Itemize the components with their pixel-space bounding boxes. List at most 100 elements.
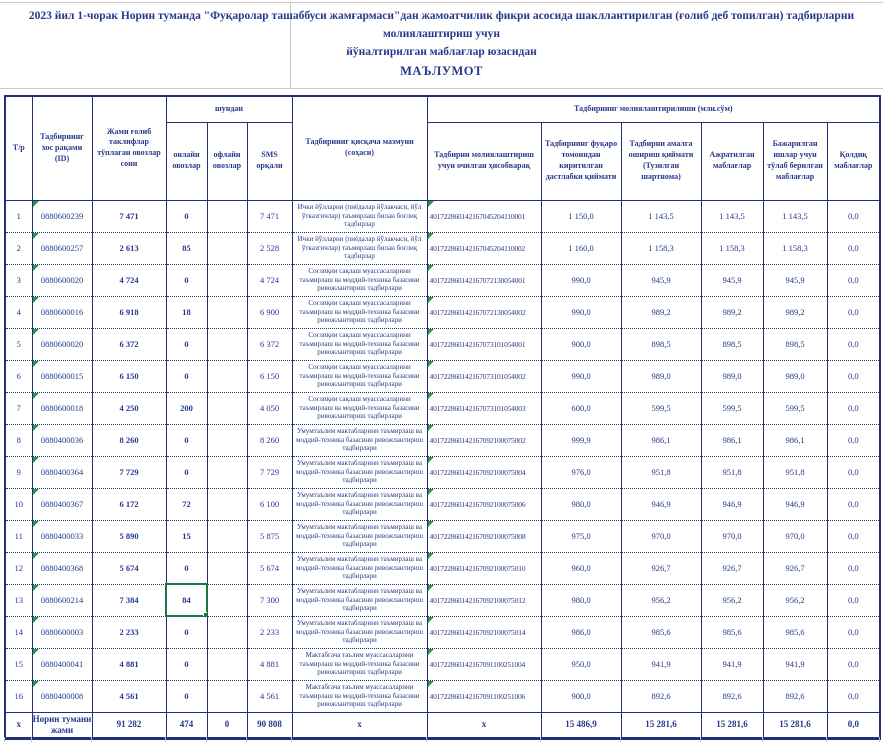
cell-tr[interactable]: 2 — [4, 231, 33, 265]
cell-id[interactable]: 0880400036 — [31, 423, 93, 457]
cell-allocated[interactable]: 989,2 — [700, 295, 764, 329]
cell-summary[interactable]: Ички йўлларни (пиёдалар йўлакчаси, йўл ў… — [291, 231, 428, 265]
cell-contract[interactable]: 989,2 — [620, 295, 702, 329]
cell-sms[interactable]: 4 881 — [246, 647, 293, 681]
cell-contract[interactable]: 926,7 — [620, 551, 702, 585]
cell-paid[interactable]: 956,2 — [762, 583, 828, 617]
cell-id[interactable]: 0880600015 — [31, 359, 93, 393]
cell-sms[interactable]: 7 729 — [246, 455, 293, 489]
cell-online[interactable]: 0 — [165, 423, 208, 457]
cell-votes[interactable]: 4 881 — [91, 647, 167, 681]
cell-paid[interactable]: 970,0 — [762, 519, 828, 553]
cell-paid[interactable]: 898,5 — [762, 327, 828, 361]
cell-tr[interactable]: 9 — [4, 455, 33, 489]
cell-initial[interactable]: 999,9 — [540, 423, 622, 457]
cell-allocated[interactable]: 599,5 — [700, 391, 764, 425]
col-header-allocated[interactable]: Ажратилган маблағлар — [700, 121, 764, 201]
cell-offline[interactable] — [206, 679, 248, 713]
cell-offline[interactable] — [206, 231, 248, 265]
cell-remainder[interactable]: 0,0 — [826, 679, 881, 713]
cell-tr[interactable]: 4 — [4, 295, 33, 329]
cell-paid[interactable]: 986,1 — [762, 423, 828, 457]
cell-id[interactable]: 0880400008 — [31, 679, 93, 713]
cell-online[interactable]: 0 — [165, 263, 208, 297]
cell-account[interactable]: 401722860142167045204110002 — [426, 231, 542, 265]
cell-summary[interactable]: Умумтаълим мактабларини таъмирлаш ва мод… — [291, 423, 428, 457]
cell-initial[interactable]: 990,0 — [540, 263, 622, 297]
cell-sms[interactable]: 6 100 — [246, 487, 293, 521]
cell-summary[interactable]: Умумтаълим мактабларини таъмирлаш ва мод… — [291, 615, 428, 649]
cell-tr[interactable]: 8 — [4, 423, 33, 457]
cell-votes[interactable]: 5 890 — [91, 519, 167, 553]
cell-remainder[interactable]: 0,0 — [826, 327, 881, 361]
cell-allocated[interactable]: 989,0 — [700, 359, 764, 393]
cell-remainder[interactable]: 0,0 — [826, 359, 881, 393]
cell-initial[interactable]: 975,0 — [540, 519, 622, 553]
cell-sms[interactable]: 8 260 — [246, 423, 293, 457]
cell-summary[interactable]: Умумтаълим мактабларини таъмирлаш ва мод… — [291, 583, 428, 617]
cell-contract[interactable]: 970,0 — [620, 519, 702, 553]
cell-tr[interactable]: 1 — [4, 199, 33, 233]
total-cell-sms[interactable]: 90 808 — [246, 711, 293, 740]
cell-offline[interactable] — [206, 551, 248, 585]
cell-initial[interactable]: 950,0 — [540, 647, 622, 681]
total-cell-allocated[interactable]: 15 281,6 — [700, 711, 764, 740]
cell-online[interactable]: 85 — [165, 231, 208, 265]
cell-id[interactable]: 0880600020 — [31, 263, 93, 297]
col-header-tr[interactable]: Т/р — [4, 95, 33, 201]
cell-votes[interactable]: 7 384 — [91, 583, 167, 617]
cell-remainder[interactable]: 0,0 — [826, 423, 881, 457]
cell-sms[interactable]: 2 233 — [246, 615, 293, 649]
cell-paid[interactable]: 892,6 — [762, 679, 828, 713]
cell-tr[interactable]: 14 — [4, 615, 33, 649]
cell-sms[interactable]: 4 724 — [246, 263, 293, 297]
cell-sms[interactable]: 6 150 — [246, 359, 293, 393]
cell-summary[interactable]: Соғлиқни сақлаш муассасаларини таъмирлаш… — [291, 359, 428, 393]
cell-contract[interactable]: 941,9 — [620, 647, 702, 681]
cell-paid[interactable]: 989,2 — [762, 295, 828, 329]
cell-remainder[interactable]: 0,0 — [826, 391, 881, 425]
cell-account[interactable]: 401722860142167092100075004 — [426, 455, 542, 489]
cell-id[interactable]: 0880600018 — [31, 391, 93, 425]
cell-summary[interactable]: Соғлиқни сақлаш муассасаларини таъмирлаш… — [291, 295, 428, 329]
cell-tr[interactable]: 10 — [4, 487, 33, 521]
col-header-offline[interactable]: офлайн овозлар — [206, 121, 248, 201]
cell-account[interactable]: 401722860142167092100075008 — [426, 519, 542, 553]
cell-offline[interactable] — [206, 199, 248, 233]
cell-remainder[interactable]: 0,0 — [826, 487, 881, 521]
cell-offline[interactable] — [206, 295, 248, 329]
cell-remainder[interactable]: 0,0 — [826, 199, 881, 233]
col-header-votes[interactable]: Жами ғолиб таклифлар тўплаган овозлар со… — [91, 95, 167, 201]
cell-offline[interactable] — [206, 359, 248, 393]
cell-summary[interactable]: Умумтаълим мактабларини таъмирлаш ва мод… — [291, 487, 428, 521]
cell-online[interactable]: 72 — [165, 487, 208, 521]
total-cell-initial[interactable]: 15 486,9 — [540, 711, 622, 740]
cell-tr[interactable]: 5 — [4, 327, 33, 361]
cell-allocated[interactable]: 956,2 — [700, 583, 764, 617]
cell-account[interactable]: 401722860142167072130054001 — [426, 263, 542, 297]
cell-tr[interactable]: 16 — [4, 679, 33, 713]
col-header-online[interactable]: онлайн овозлар — [165, 121, 208, 201]
cell-online[interactable]: 0 — [165, 615, 208, 649]
cell-offline[interactable] — [206, 263, 248, 297]
cell-contract[interactable]: 945,9 — [620, 263, 702, 297]
cell-initial[interactable]: 990,0 — [540, 359, 622, 393]
col-header-account[interactable]: Тадбирни молиялаштириш учун очилган ҳисо… — [426, 121, 542, 201]
cell-initial[interactable]: 976,0 — [540, 455, 622, 489]
cell-id[interactable]: 0880600016 — [31, 295, 93, 329]
cell-tr[interactable]: 11 — [4, 519, 33, 553]
cell-account[interactable]: 401722860142167072130054002 — [426, 295, 542, 329]
cell-votes[interactable]: 7 471 — [91, 199, 167, 233]
cell-initial[interactable]: 900,0 — [540, 679, 622, 713]
cell-remainder[interactable]: 0,0 — [826, 647, 881, 681]
cell-online[interactable]: 15 — [165, 519, 208, 553]
cell-offline[interactable] — [206, 583, 248, 617]
cell-id[interactable]: 0880400033 — [31, 519, 93, 553]
cell-id[interactable]: 0880600239 — [31, 199, 93, 233]
cell-offline[interactable] — [206, 423, 248, 457]
selected-cell[interactable]: 84 — [165, 583, 208, 617]
cell-account[interactable]: 401722860142167045204110001 — [426, 199, 542, 233]
col-header-contract[interactable]: Тадбирни амалга ошириш қиймати (Тузилган… — [620, 121, 702, 201]
cell-initial[interactable]: 986,0 — [540, 615, 622, 649]
cell-id[interactable]: 0880600003 — [31, 615, 93, 649]
